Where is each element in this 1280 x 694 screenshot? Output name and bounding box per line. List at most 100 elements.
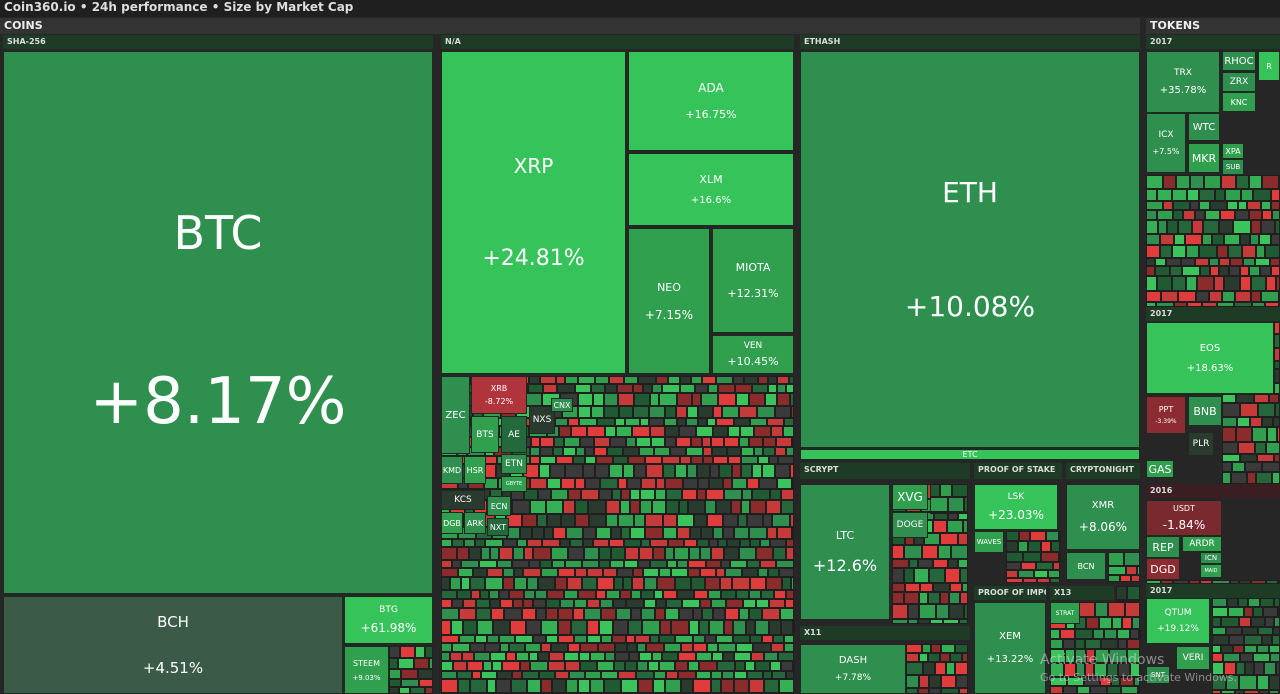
coin-tile[interactable]: BTC +8.17% [3,51,433,594]
mosaic-cell [728,426,740,437]
coin-tile[interactable]: HSR [464,456,486,484]
coin-tile[interactable]: USDT -1.84% [1146,500,1222,536]
mosaic-cell [605,426,616,437]
coin-tile[interactable]: XEM +13.22% [974,602,1046,694]
coin-tile[interactable]: GBYTE [501,476,527,492]
coin-tile[interactable]: WAVES [974,531,1004,553]
mosaic-cell [530,661,548,671]
coin-tile[interactable]: XMR +8.06% [1066,484,1140,550]
coin-tile[interactable]: ICN [1200,552,1222,564]
coin-tile[interactable]: DGD [1146,558,1180,580]
coin-tile[interactable]: RHOC [1222,51,1256,71]
mosaic-cell [744,376,758,384]
mosaic-cell [1174,302,1187,307]
coin-tile[interactable]: ICX +7.5% [1146,113,1186,173]
mosaic-cell [541,620,558,635]
coin-tile[interactable]: KCS [441,490,485,510]
mosaic-cell [707,514,723,527]
group-header: PROOF OF IMPOR [974,586,1046,600]
coin-tile[interactable]: XRP +24.81% [441,51,626,374]
coin-tile[interactable]: VERI [1176,646,1210,670]
coin-tile[interactable]: NXT [487,518,509,536]
mosaic-cell [760,560,776,568]
coin-tile[interactable]: R [1258,51,1280,81]
mosaic-cell [493,620,510,635]
coin-tile[interactable]: KMD [441,456,463,484]
mosaic-cell [1135,600,1140,602]
coin-tile[interactable]: BCN [1066,552,1106,580]
coin-tile[interactable]: DASH +7.78% [800,644,906,694]
mosaic-cell [497,560,512,568]
coin-tile[interactable]: XRB -8.72% [471,376,527,414]
mosaic-cell [930,484,940,497]
mosaic-cell [1238,598,1248,607]
coin-tile[interactable]: REP [1146,536,1180,558]
coin-tile[interactable]: ETN [501,454,527,474]
coin-tile[interactable]: ZRX [1222,72,1256,92]
coin-tile[interactable]: NXS [529,406,555,434]
mosaic-cell [457,547,469,560]
coin-tile[interactable]: KNC [1222,92,1256,112]
coin-tile[interactable]: DOGE [892,512,928,538]
mosaic-cell [640,500,652,514]
mosaic-cell [733,620,746,635]
coin-tile[interactable]: ECN [487,496,511,516]
mosaic-cell [502,661,520,671]
coin-tile[interactable]: XVG [892,484,928,510]
coin-tile[interactable]: MIOTA +12.31% [712,228,794,333]
mosaic-cell [691,456,703,464]
mosaic-cell [698,418,707,426]
coin-tile[interactable]: AE [501,416,527,453]
coin-tile[interactable]: BCH +4.51% [3,596,343,694]
mosaic-cell [603,568,617,577]
coin-tile[interactable]: SNT [1146,666,1170,684]
coin-tile[interactable]: ARK [464,512,486,534]
coin-tile[interactable]: VEN +10.45% [712,335,794,374]
coin-tile[interactable]: LTC +12.6% [800,484,890,620]
coin-tile[interactable]: LSK +23.03% [974,484,1058,530]
mosaic-cell [1118,639,1127,649]
mosaic-cell [1222,417,1237,427]
coin-tile[interactable]: SUB [1222,159,1244,175]
coin-tile[interactable]: XLM +16.6% [628,153,794,226]
coin-tile[interactable]: QTUM +19.12% [1146,598,1210,644]
coin-tile[interactable]: PLR [1188,432,1214,456]
coin-tile[interactable]: BTG +61.98% [344,596,433,644]
coin-tile[interactable]: ETH +10.08% [800,51,1140,448]
mosaic-cell [582,577,597,590]
mosaic-cell [425,687,433,694]
mosaic-cell [734,679,749,693]
mosaic-cell [958,559,968,568]
coin-tile[interactable]: CNX [551,398,573,412]
coin-tile[interactable]: WTC [1188,113,1220,141]
coin-tile[interactable]: BNB [1188,396,1222,426]
mosaic-cell [575,500,588,514]
coin-tile[interactable]: STEEM +9.03% [344,646,389,694]
coin-tile[interactable]: PPT -3.39% [1146,396,1186,434]
coin-name: BCN [1077,561,1095,571]
coin-tile[interactable]: MKR [1188,143,1220,173]
mosaic-cell [665,437,676,447]
coin-tile[interactable]: MAID [1200,564,1222,578]
coin-tile[interactable]: BTS [471,416,499,453]
coin-tile[interactable]: ADA +16.75% [628,51,794,151]
coin-tile[interactable]: EOS +18.63% [1146,322,1274,394]
coin-tile[interactable]: ARDR [1182,536,1222,552]
mosaic-cell [1006,578,1023,583]
mosaic-cell [567,577,582,590]
mosaic-cell [1224,234,1240,245]
mosaic-cell [759,478,777,489]
mosaic-cell [1269,394,1279,403]
coin-tile[interactable]: ZEC [441,376,470,454]
coin-tile[interactable]: NEO +7.15% [628,228,710,374]
coin-tile[interactable]: TRX +35.78% [1146,51,1220,113]
mosaic-cell [621,679,638,693]
coin-tile[interactable]: GAS [1146,460,1174,478]
coin-tile[interactable]: DGB [441,512,463,534]
coin-tile[interactable]: XPA [1222,143,1244,159]
group-header: 2017 [1146,35,1280,49]
mosaic-cell [605,384,617,393]
coin-tile[interactable]: STRAT [1050,602,1080,624]
coin-tile[interactable]: ETC [800,449,1140,460]
mosaic-cell [458,568,473,577]
